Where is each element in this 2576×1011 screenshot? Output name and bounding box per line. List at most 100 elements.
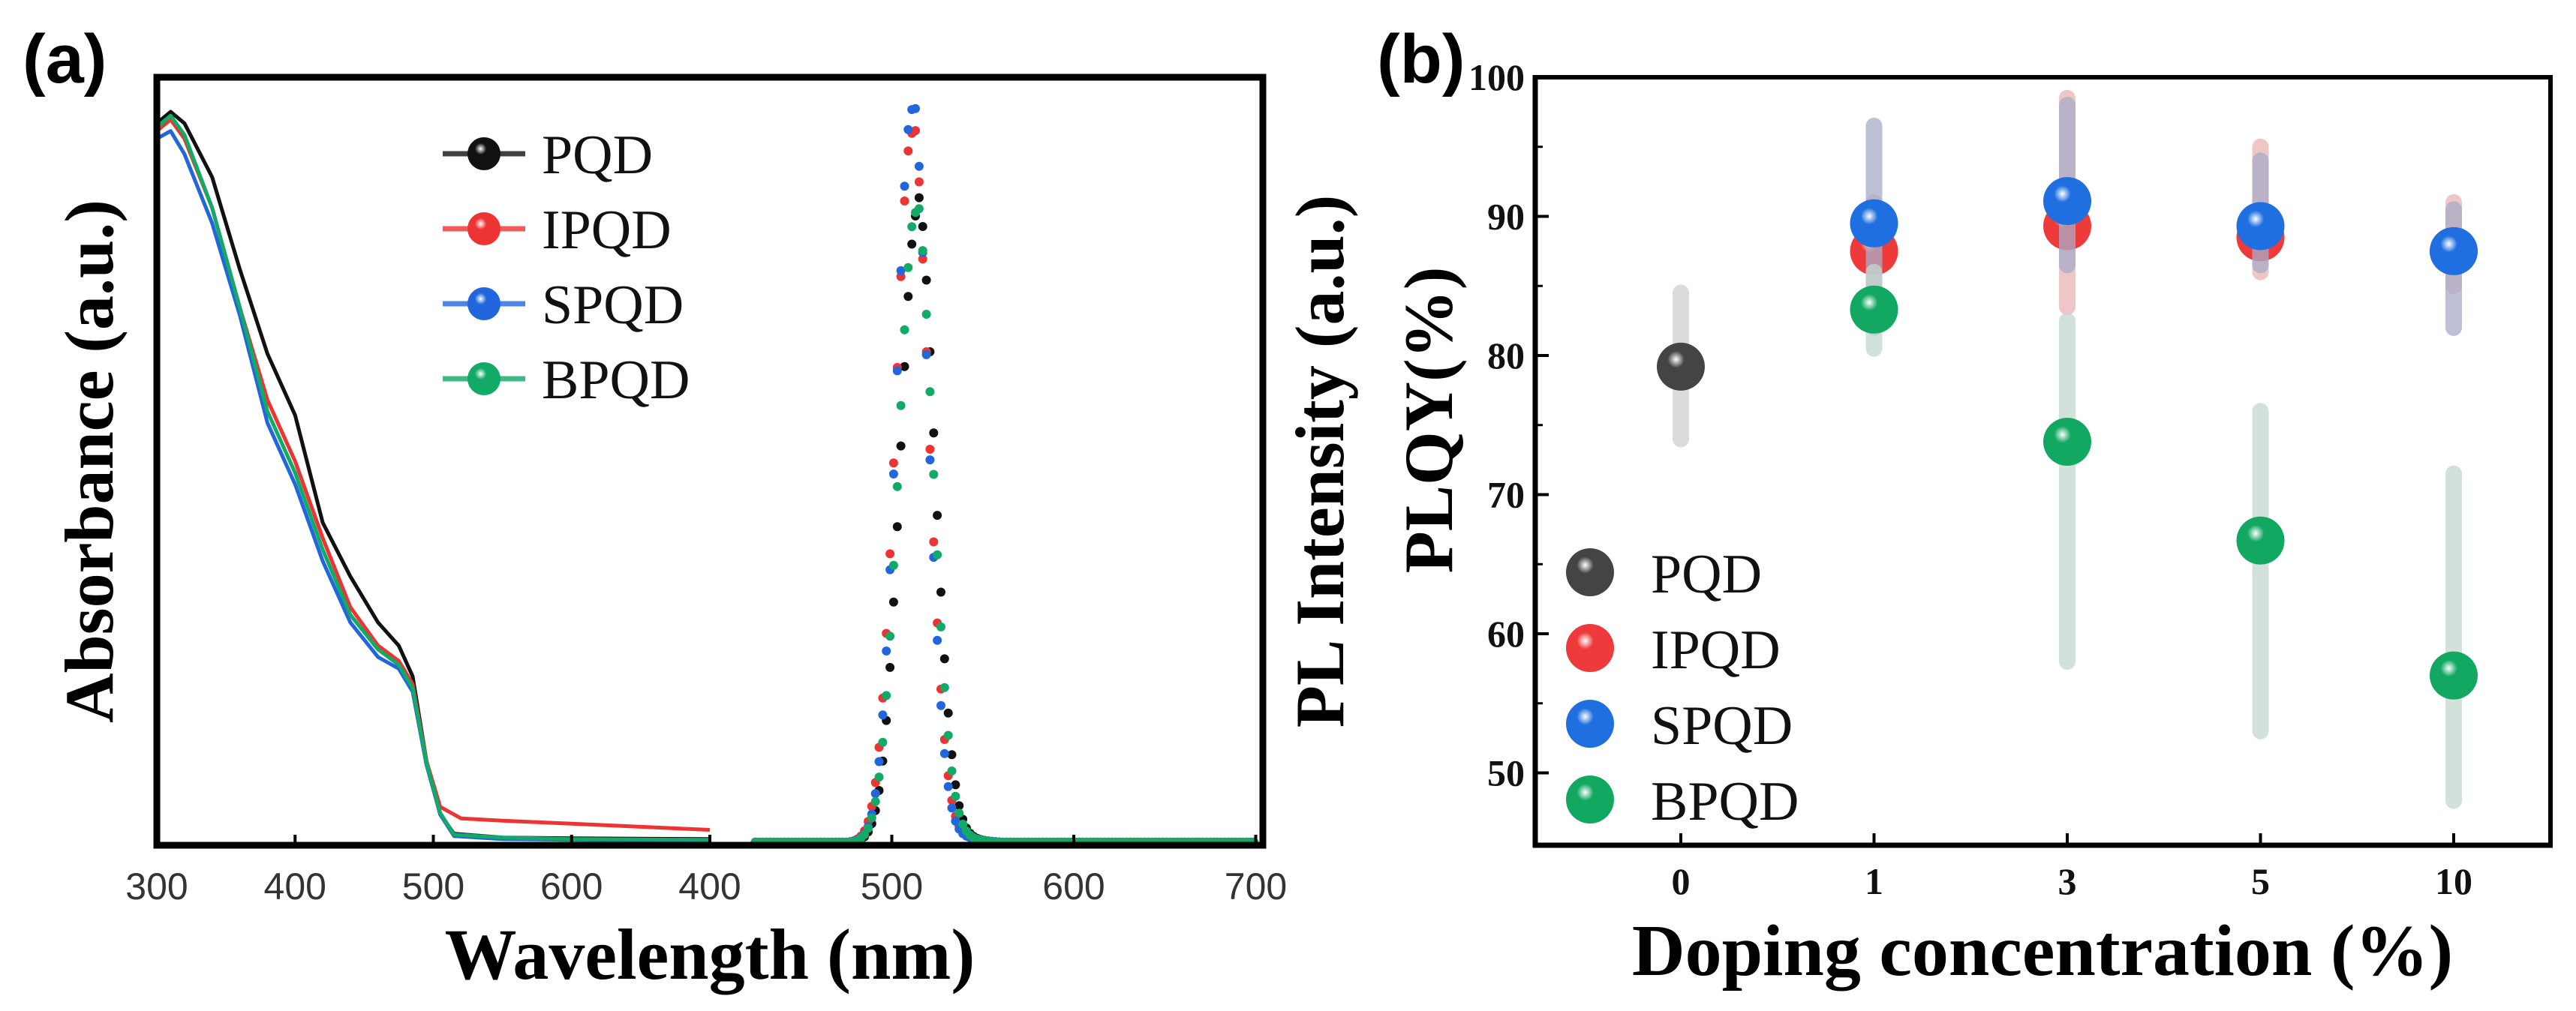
y-tick-label: 70	[1487, 474, 1525, 516]
pl-point	[947, 803, 957, 813]
pl-point	[900, 182, 909, 191]
legend-label: PQD	[542, 124, 653, 186]
legend-label: IPQD	[1651, 620, 1781, 681]
pl-point	[888, 470, 898, 478]
x-tick-label: 300	[125, 866, 188, 908]
pl-point	[914, 204, 924, 214]
pl-point	[870, 796, 880, 806]
pl-point	[943, 782, 953, 791]
pl-point	[892, 482, 902, 491]
y-tick-label: 100	[1468, 56, 1525, 98]
legend-marker-bpqd	[1566, 776, 1614, 824]
pl-point	[936, 622, 945, 632]
pl-point	[939, 682, 949, 692]
x-tick-label: 600	[540, 866, 603, 908]
pl-point	[878, 737, 888, 747]
pl-point	[882, 691, 891, 700]
x-tick-label: 0	[1672, 860, 1691, 902]
panel-a-right-y-axis-title: PL Intensity (a.u.)	[1282, 195, 1358, 728]
panel-b-frame-top-right	[1535, 75, 2553, 845]
panel-a-legend: PQD IPQD SPQD BPQD	[443, 124, 690, 411]
panel-a-plot-area	[155, 104, 1259, 847]
data-point	[2043, 177, 2091, 226]
x-tick-label: 500	[402, 866, 464, 908]
legend-label: PQD	[1651, 544, 1762, 605]
pl-point	[907, 222, 917, 232]
pl-point	[947, 766, 957, 776]
legend-marker-pqd	[1566, 548, 1614, 596]
x-tick-label: 700	[1225, 866, 1287, 908]
pl-point	[900, 362, 909, 371]
legend-label: SPQD	[1651, 695, 1793, 757]
pl-point	[878, 710, 888, 720]
series-spqd	[1850, 97, 2478, 336]
pl-point	[903, 262, 913, 272]
panel-b-plot-area	[1657, 89, 2478, 809]
x-tick-label: 600	[1042, 866, 1105, 908]
pl-point	[900, 325, 909, 334]
pl-point	[929, 470, 939, 479]
legend-label: BPQD	[1651, 771, 1799, 832]
pl-point	[947, 750, 957, 760]
series-pqd	[1657, 284, 1705, 448]
pl-series-bpqd	[750, 204, 1259, 847]
pl-point	[958, 819, 968, 829]
legend-marker-spqd	[467, 287, 500, 320]
panel-b-y-axis-title: PLQY(%)	[1390, 267, 1467, 574]
pl-point	[888, 560, 898, 570]
x-tick-label: 3	[2058, 860, 2077, 902]
pl-point	[936, 700, 945, 710]
panel-a-y-axis-title: Absorbance (a.u.)	[51, 200, 128, 723]
series-bpqd	[1850, 263, 2478, 809]
pl-point	[939, 654, 949, 664]
pl-point	[921, 310, 931, 319]
pl-point	[921, 350, 931, 359]
pl-point	[918, 246, 927, 256]
pl-point	[874, 757, 884, 766]
panel-a: (a) 300 400 500 600 400 500 600 700 Wavelength …	[23, 21, 1358, 994]
pl-point	[885, 662, 895, 672]
pl-point	[907, 239, 917, 249]
pl-point	[914, 161, 924, 171]
pl-series-ipqd	[750, 126, 1259, 847]
legend-marker-pqd	[467, 137, 500, 170]
pl-point	[925, 445, 935, 454]
data-point	[1657, 342, 1705, 391]
pl-point	[870, 789, 880, 799]
data-point	[2236, 202, 2285, 250]
y-tick-label: 60	[1487, 613, 1525, 655]
panel-a-x-ticks: 300 400 500 600 400 500 600 700	[125, 835, 1287, 908]
pl-point	[892, 522, 902, 532]
x-tick-label: 5	[2251, 860, 2270, 902]
pl-point	[892, 366, 902, 376]
data-point	[2430, 226, 2478, 275]
x-tick-label: 1	[1865, 860, 1883, 902]
legend-label: SPQD	[542, 274, 684, 336]
x-tick-label: 400	[678, 866, 741, 908]
x-tick-label: 500	[861, 866, 923, 908]
pl-point	[911, 126, 920, 136]
pl-point	[888, 597, 898, 607]
panel-a-x-axis-title: Wavelength (nm)	[445, 914, 975, 994]
pl-point	[939, 748, 949, 758]
data-point	[2430, 651, 2478, 700]
pl-series-spqd	[750, 104, 1259, 847]
pl-point	[864, 824, 873, 833]
x-tick-label: 10	[2435, 860, 2472, 902]
panel-b: (b) 50 60 70 80 90 100 0 1 3 5 10 Doping concentra…	[1377, 21, 2553, 992]
pl-point	[954, 801, 964, 811]
panel-b-label: (b)	[1377, 21, 1465, 98]
pl-point	[929, 428, 939, 438]
data-point	[2236, 516, 2285, 565]
pl-point	[929, 537, 939, 547]
pl-point	[900, 196, 909, 206]
pl-point	[925, 387, 935, 397]
pl-point	[943, 730, 953, 740]
pl-point	[888, 458, 898, 468]
panel-b-x-axis-title: Doping concentration (%)	[1632, 910, 2453, 992]
pl-point	[951, 791, 960, 801]
pl-point	[925, 455, 935, 465]
panel-b-ticks: 50 60 70 80 90 100 0 1 3 5 10	[1468, 56, 2472, 902]
absorbance-line-bpqd	[155, 113, 711, 842]
